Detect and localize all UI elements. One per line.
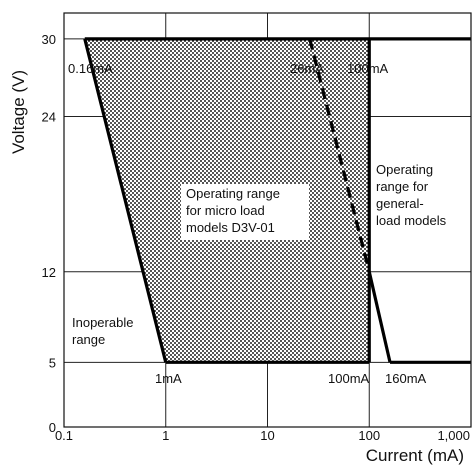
- y-tick-label: 30: [42, 32, 56, 47]
- y-axis-title: Voltage (V): [9, 70, 28, 154]
- region-label-general-line-3: general-: [376, 196, 424, 211]
- annotation-label: 26mA: [290, 61, 324, 76]
- region-label-micro-line-2: for micro load: [186, 203, 265, 218]
- micro-load-left-boundary-line: [83, 38, 168, 363]
- y-tick-label: 0: [49, 420, 56, 435]
- boundary-lines-layer: [83, 37, 471, 364]
- x-tick-label: 0.1: [55, 428, 73, 443]
- x-tick-label: 1: [162, 428, 169, 443]
- plot-frame: [63, 12, 472, 428]
- region-label-micro-line-1: Operating range: [186, 186, 280, 201]
- region-label-general-line-2: range for: [376, 179, 429, 194]
- label-backdrop: [181, 184, 309, 240]
- annotation-label: 100mA: [347, 61, 389, 76]
- region-label-general-line-1: Operating: [376, 162, 433, 177]
- label-backdrop: [70, 314, 146, 348]
- y-tick-label: 12: [42, 265, 56, 280]
- annotation-label: 100mA: [328, 371, 370, 386]
- x-tick-label: 100: [358, 428, 380, 443]
- x-tick-labels: 0.1 1 10 100 1,000: [55, 428, 470, 443]
- general-load-left-boundary-line: [308, 38, 371, 273]
- x-tick-label: 1,000: [437, 428, 470, 443]
- y-tick-labels: 0 5 12 24 30: [42, 32, 56, 435]
- annotation-label: 1mA: [155, 371, 182, 386]
- x-axis-title: Current (mA): [366, 446, 464, 465]
- region-label-micro-line-3: models D3V-01: [186, 220, 275, 235]
- general-load-left-boundary-line: [367, 271, 392, 363]
- y-tick-label: 24: [42, 110, 56, 125]
- annotation-label: 160mA: [385, 371, 427, 386]
- region-label-general-line-4: load models: [376, 213, 447, 228]
- value-annotations: 0.16mA 26mA 100mA 1mA 100mA 160mA: [68, 61, 427, 386]
- x-tick-label: 10: [260, 428, 274, 443]
- region-labels: Operating range for micro load models D3…: [70, 162, 447, 348]
- region-label-inoperable-line-2: range: [72, 332, 105, 347]
- region-label-inoperable-line-1: Inoperable: [72, 315, 133, 330]
- y-tick-label: 5: [49, 355, 56, 370]
- annotation-label: 0.16mA: [68, 61, 113, 76]
